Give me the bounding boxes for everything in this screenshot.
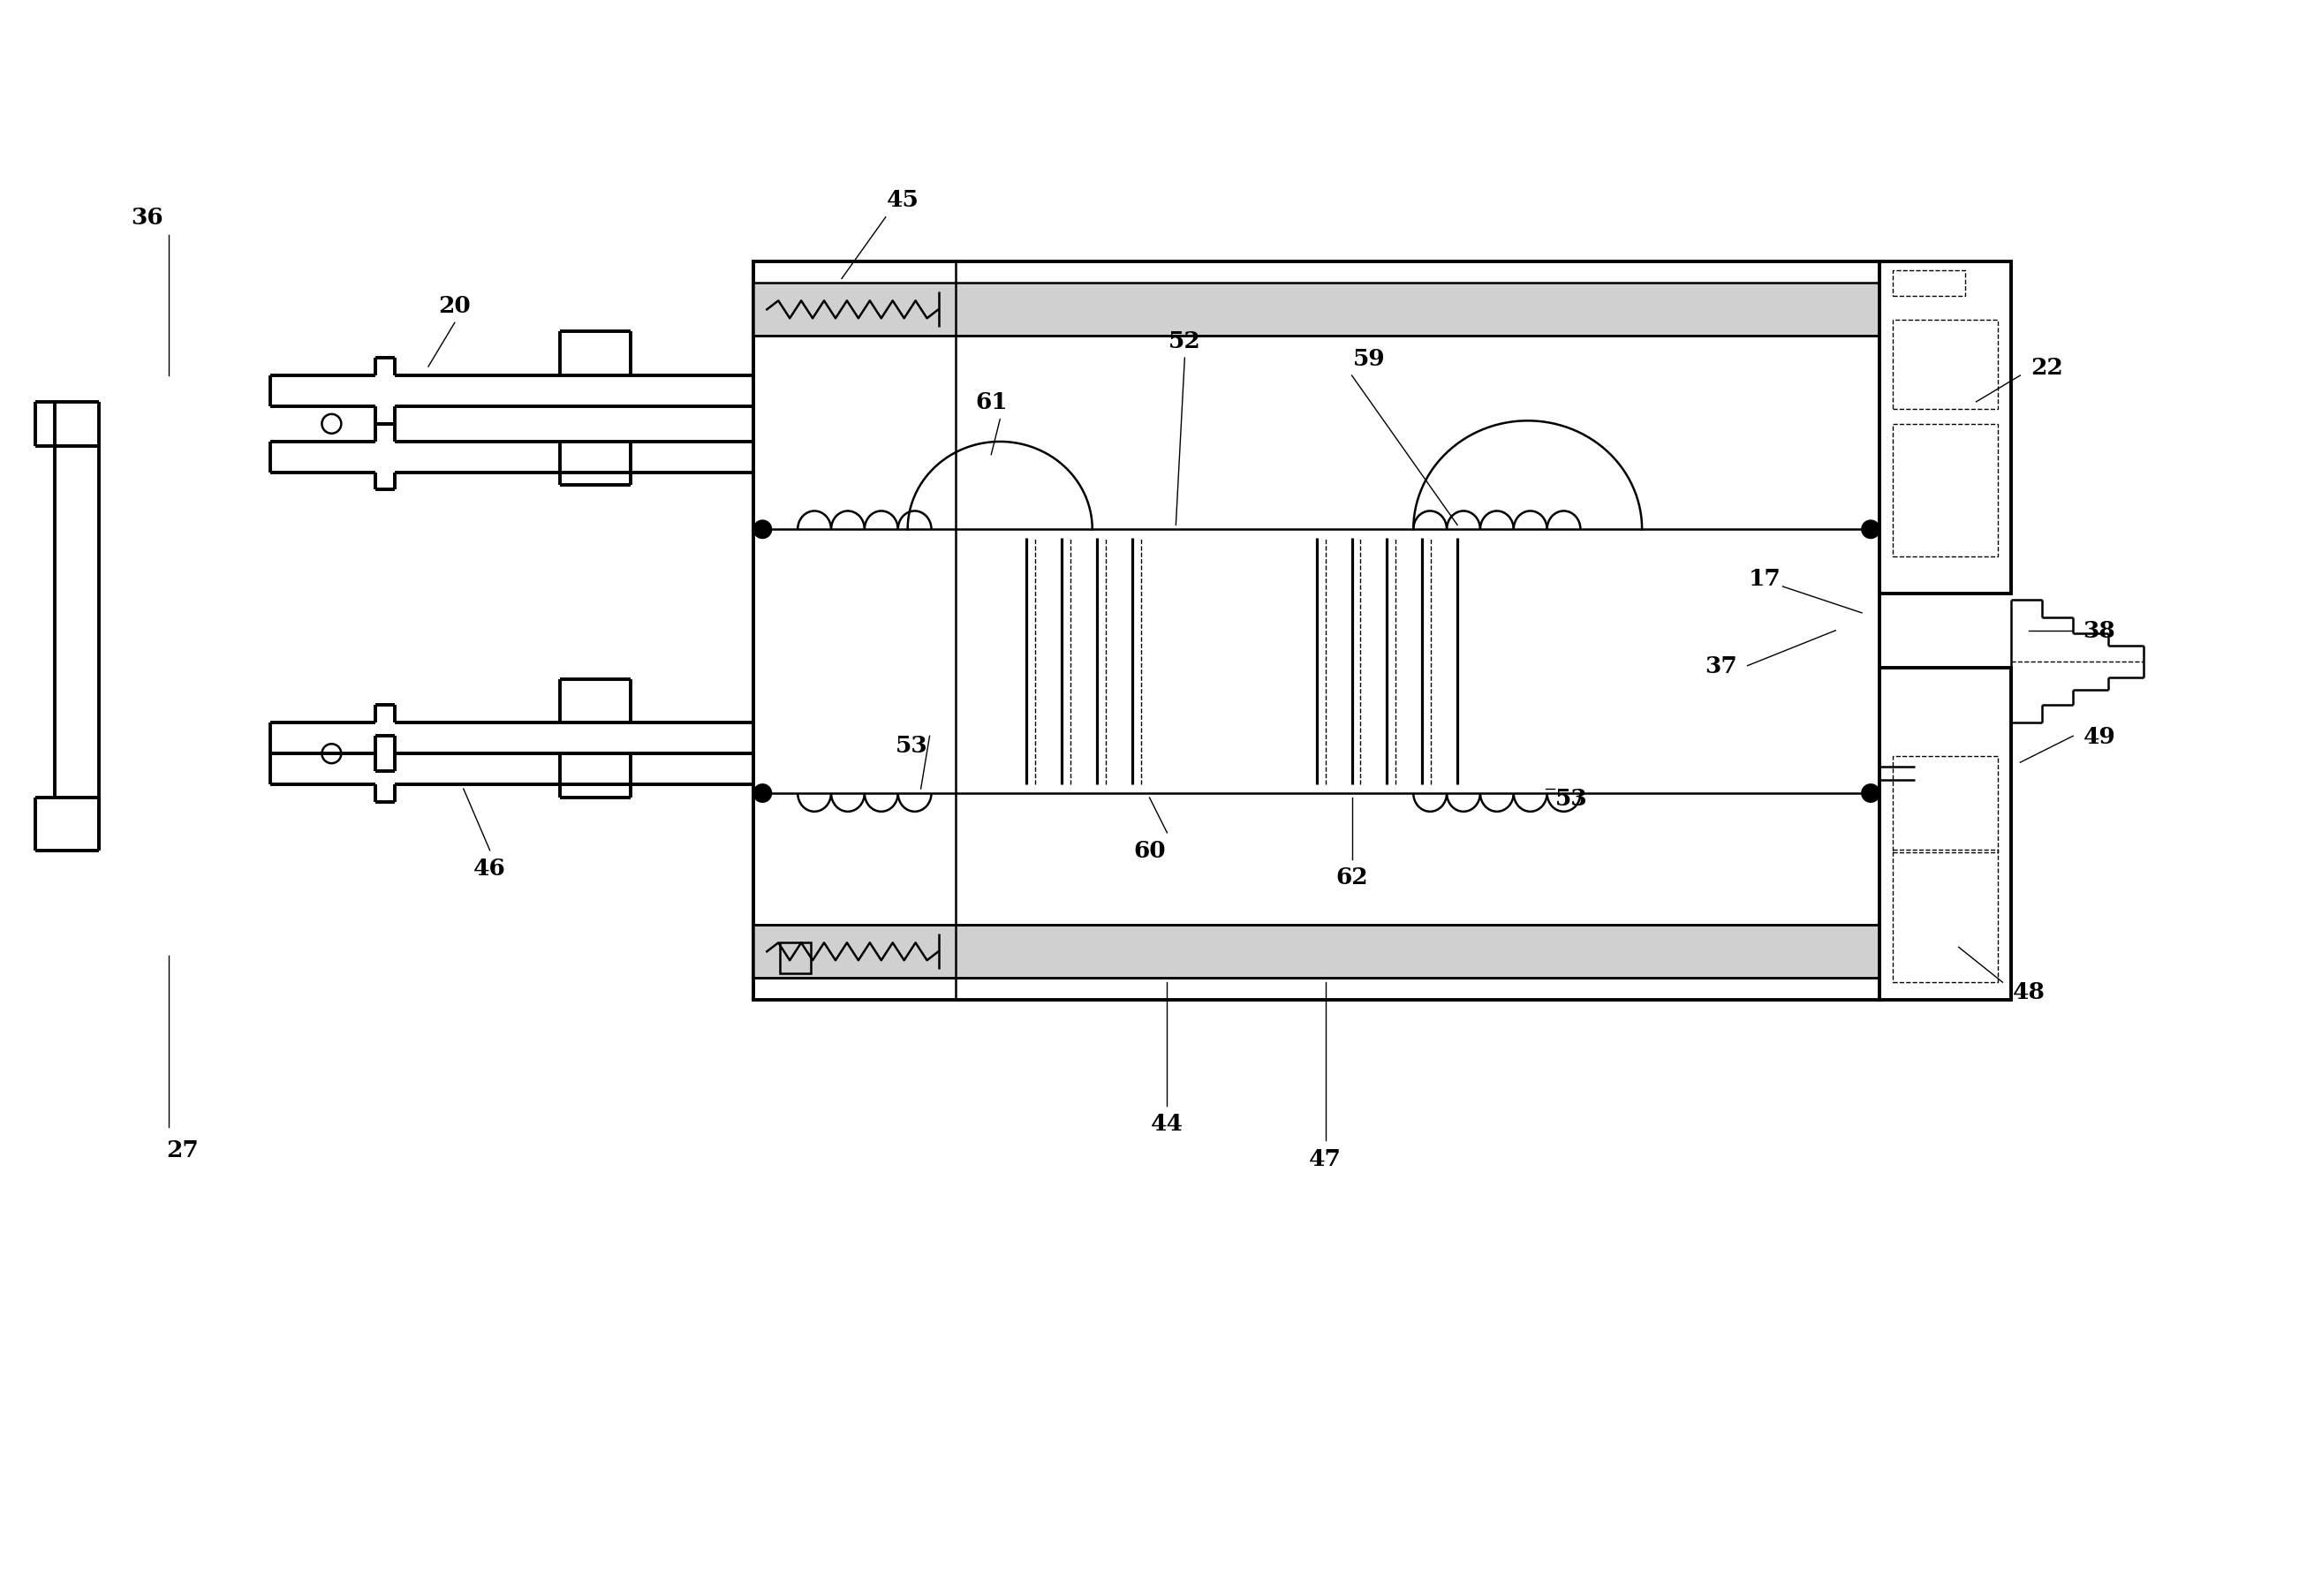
Text: 53: 53 [1556,787,1589,809]
Text: 38: 38 [2083,619,2115,642]
Text: 20: 20 [439,295,471,316]
Circle shape [1860,784,1881,803]
Circle shape [752,784,772,803]
Bar [1892,757,1998,852]
Circle shape [1860,520,1881,539]
Text: 52: 52 [1168,330,1200,353]
Bar [754,926,1881,978]
Text: 44: 44 [1152,1112,1184,1135]
Bar [1892,271,1966,297]
Text: 22: 22 [2030,356,2062,378]
Text: 37: 37 [1706,654,1738,677]
Bar [1892,425,1998,557]
Bar [1892,849,1998,983]
Text: 17: 17 [1750,567,1782,589]
Text: 49: 49 [2083,726,2115,747]
Bar [754,262,1881,1001]
Text: 62: 62 [1336,867,1368,887]
Text: 45: 45 [887,190,920,211]
Text: 27: 27 [166,1138,198,1160]
Bar [779,943,812,974]
Text: 47: 47 [1308,1148,1343,1170]
Text: 53: 53 [897,734,929,757]
Text: 36: 36 [131,207,163,228]
Text: 59: 59 [1354,348,1386,370]
Text: 48: 48 [2012,980,2046,1002]
Text: 46: 46 [474,857,506,879]
Bar [1892,321,1998,410]
Circle shape [752,520,772,539]
Text: 60: 60 [1133,839,1166,862]
Bar [1881,262,2012,594]
Text: 61: 61 [975,391,1007,413]
Bar [754,284,1881,337]
Bar [1881,667,2012,1001]
